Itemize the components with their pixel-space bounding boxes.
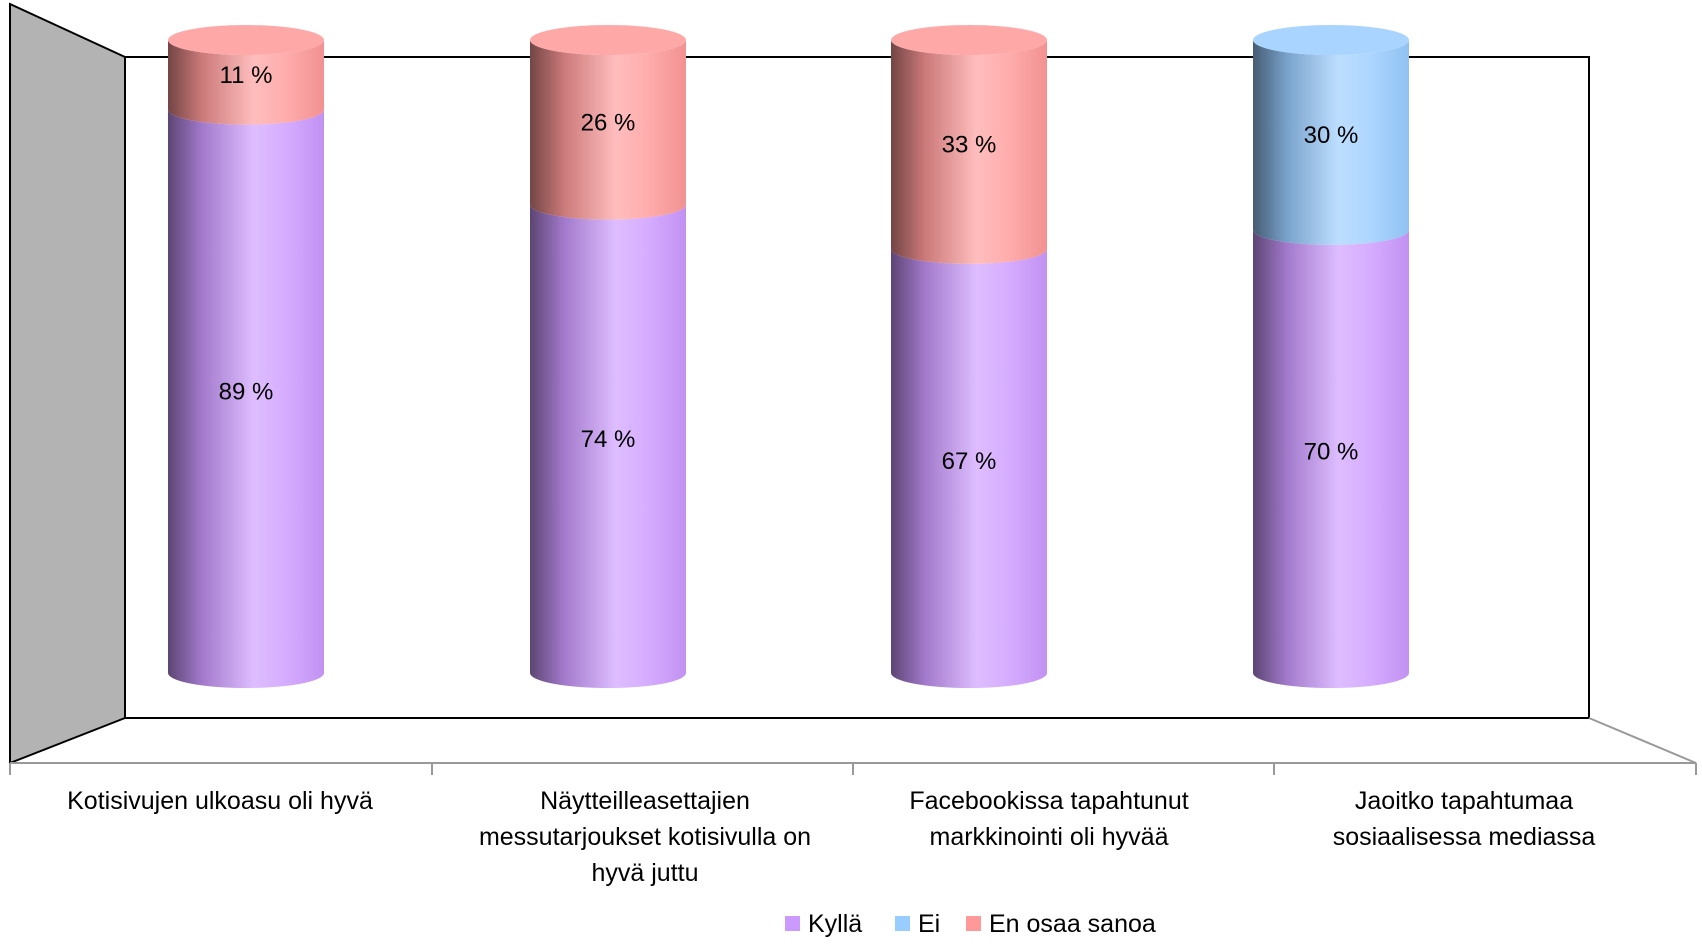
bar-top-cap: [168, 25, 324, 55]
category-label: Jaoitko tapahtumaa sosiaalisessa mediassa: [1333, 787, 1596, 851]
category-label: Näytteilleasettajien messutarjoukset koti…: [479, 787, 811, 887]
value-labels: 89 % 11 % 74 % 26 % 67 % 33 % 70 % 30 %: [219, 62, 1359, 475]
bar-segment: [1253, 40, 1409, 245]
legend-swatch: [785, 916, 800, 931]
legend-label: Ei: [918, 910, 940, 938]
bar-top-cap: [530, 25, 686, 55]
legend-label: Kyllä: [808, 910, 862, 938]
legend-swatch: [966, 916, 981, 931]
side-wall: [9, 2, 126, 765]
category-labels: Kotisivujen ulkoasu oli hyvä Näytteilleas…: [67, 787, 1595, 887]
bar-segment: [1253, 229, 1409, 688]
bar-segment: [530, 204, 686, 688]
data-label: 11 %: [220, 62, 273, 89]
bar-top-cap: [891, 25, 1047, 55]
data-label: 74 %: [581, 426, 636, 453]
bars: [168, 25, 1409, 688]
floor-right-edge: [1588, 717, 1697, 764]
data-label: 67 %: [942, 448, 997, 475]
data-label: 30 %: [1304, 122, 1359, 149]
data-label: 89 %: [219, 378, 274, 405]
bar-top-cap: [1253, 25, 1409, 55]
legend-label: En osaa sanoa: [989, 910, 1156, 938]
bar-segment: [891, 248, 1047, 688]
data-label: 26 %: [581, 109, 636, 136]
category-label: Facebookissa tapahtunut markkinointi oli …: [909, 787, 1188, 851]
legend-swatch: [895, 916, 910, 931]
category-label: Kotisivujen ulkoasu oli hyvä: [67, 787, 373, 815]
bar-segment: [168, 40, 324, 125]
legend: Kyllä Ei En osaa sanoa: [785, 910, 1156, 938]
data-label: 33 %: [942, 131, 997, 158]
bar-segment: [168, 109, 324, 688]
data-label: 70 %: [1304, 438, 1359, 465]
bar-segment: [530, 40, 686, 220]
bar-segment: [891, 40, 1047, 264]
